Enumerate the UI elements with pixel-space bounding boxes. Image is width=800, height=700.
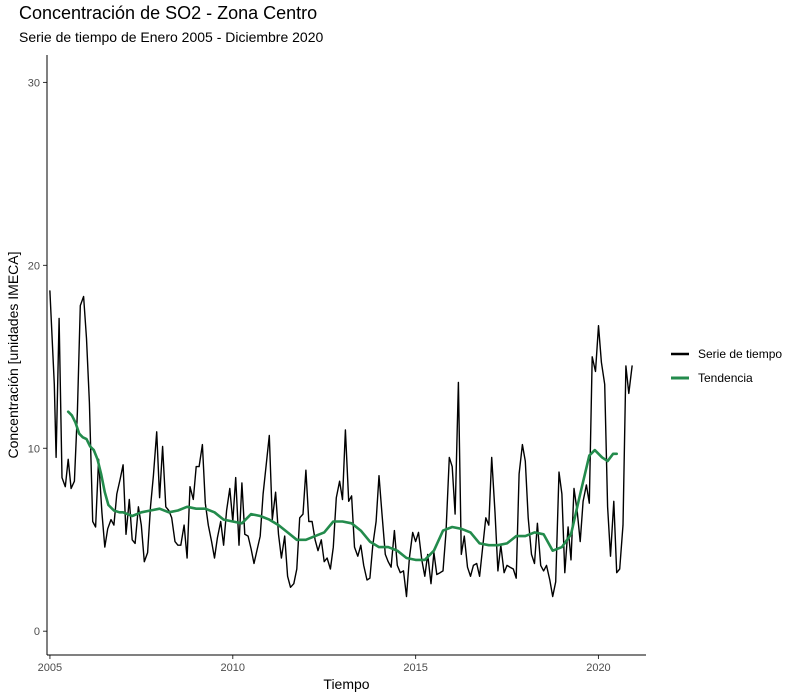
legend: Serie de tiempo Tendencia bbox=[671, 347, 782, 385]
series-line-serie-de-tiempo bbox=[49, 290, 633, 598]
y-tick-label: 10 bbox=[28, 443, 40, 455]
y-tick-label: 0 bbox=[34, 626, 40, 638]
y-axis-ticks: 0 10 20 30 bbox=[28, 77, 47, 638]
y-tick-label: 30 bbox=[28, 77, 40, 89]
x-tick-label: 2020 bbox=[586, 662, 610, 674]
x-tick-label: 2010 bbox=[221, 662, 245, 674]
legend-label: Tendencia bbox=[698, 371, 753, 385]
x-tick-label: 2005 bbox=[38, 662, 62, 674]
x-axis-ticks: 2005 2010 2015 2020 bbox=[38, 655, 611, 674]
y-tick-label: 20 bbox=[28, 260, 40, 272]
x-axis-title: Tiempo bbox=[323, 676, 369, 692]
legend-label: Serie de tiempo bbox=[698, 347, 782, 361]
y-axis-title: Concentración [unidades IMECA] bbox=[5, 252, 21, 459]
series-line-tendencia bbox=[66, 410, 618, 562]
chart-title: Concentración de SO2 - Zona Centro bbox=[19, 3, 318, 23]
chart-subtitle: Serie de tiempo de Enero 2005 - Diciembr… bbox=[19, 29, 324, 45]
x-tick-label: 2015 bbox=[403, 662, 427, 674]
series-layer bbox=[49, 290, 633, 598]
